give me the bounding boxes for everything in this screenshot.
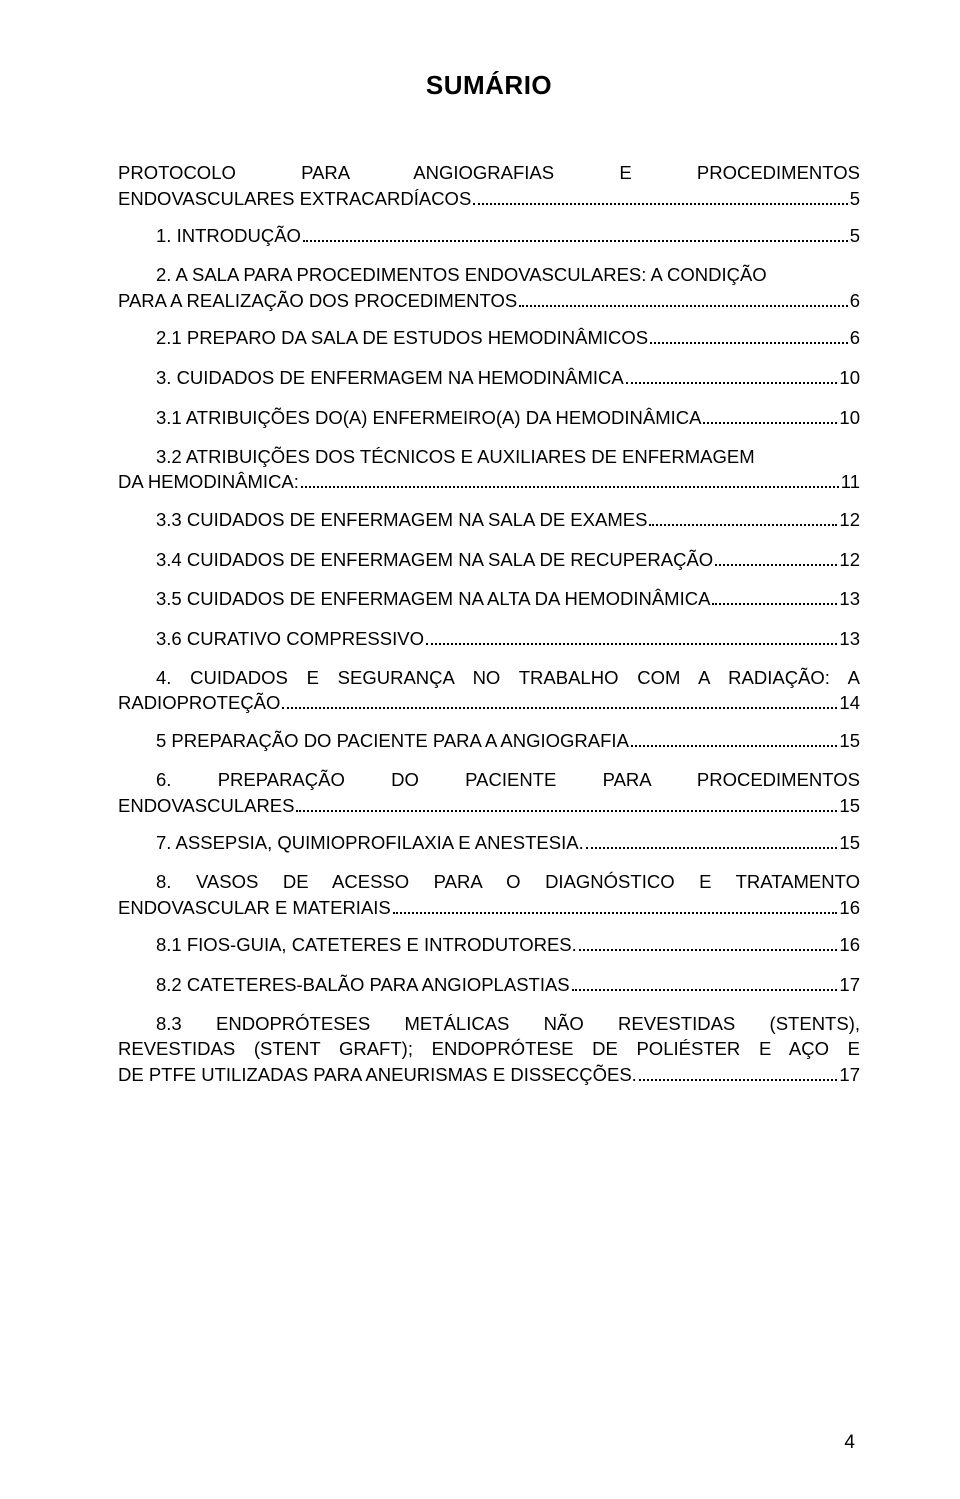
toc-entry: 3.3 CUIDADOS DE ENFERMAGEM NA SALA DE EX… [118,507,860,533]
toc-entry: 8. VASOS DE ACESSO PARA O DIAGNÓSTICO E … [118,870,860,919]
toc-entry: 7. ASSEPSIA, QUIMIOPROFILAXIA E ANESTESI… [118,831,860,857]
toc-label: 8.1 FIOS-GUIA, CATETERES E INTRODUTORES. [156,933,577,958]
toc-entry: 6. PREPARAÇÃO DO PACIENTE PARA PROCEDIME… [118,768,860,817]
toc-entry: 3.2 ATRIBUIÇÕES DOS TÉCNICOS E AUXILIARE… [118,445,860,494]
toc-page-number: 17 [839,1064,860,1086]
toc-label-line: PROTOCOLO PARA ANGIOGRAFIAS E PROCEDIMEN… [118,161,860,186]
toc-page-number: 15 [839,729,860,754]
toc-page-number: 17 [839,973,860,998]
toc-last-line: ENDOVASCULARES 15 [118,793,860,817]
toc-page-number: 12 [839,548,860,573]
toc-label: RADIOPROTEÇÃO [118,692,280,714]
toc-label: 3.3 CUIDADOS DE ENFERMAGEM NA SALA DE EX… [156,508,647,533]
toc-label: ENDOVASCULAR E MATERIAIS [118,897,391,919]
toc-page-number: 16 [839,933,860,958]
toc-page-number: 15 [839,795,860,817]
toc-page-number: 6 [850,290,860,312]
toc-label: 2.1 PREPARO DA SALA DE ESTUDOS HEMODINÂM… [156,326,648,351]
toc-label: ENDOVASCULARES [118,795,294,817]
toc-entry: 1. INTRODUÇÃO 5 [118,224,860,250]
toc-label: PARA A REALIZAÇÃO DOS PROCEDIMENTOS [118,290,517,312]
toc-page-number: 10 [839,406,860,431]
toc-label: 3.6 CURATIVO COMPRESSIVO [156,627,424,652]
toc-entry: 3.6 CURATIVO COMPRESSIVO 13 [118,626,860,652]
toc-label: DE PTFE UTILIZADAS PARA ANEURISMAS E DIS… [118,1064,637,1086]
toc-page-number: 14 [839,692,860,714]
toc-page-number: 13 [839,587,860,612]
toc-label: 3.5 CUIDADOS DE ENFERMAGEM NA ALTA DA HE… [156,587,710,612]
toc-leader [301,470,839,489]
toc-page-number: 12 [839,508,860,533]
toc-label-line: REVESTIDAS (STENT GRAFT); ENDOPRÓTESE DE… [118,1037,860,1062]
toc-label-line: 2. A SALA PARA PROCEDIMENTOS ENDOVASCULA… [118,263,860,288]
toc-leader [712,586,837,605]
toc-leader [649,507,837,526]
toc-entry: 2. A SALA PARA PROCEDIMENTOS ENDOVASCULA… [118,263,860,312]
toc-page-number: 5 [850,188,860,210]
toc-last-line: ENDOVASCULARES EXTRACARDÍACOS 5 [118,186,860,210]
toc-entry: 3.1 ATRIBUIÇÕES DO(A) ENFERMEIRO(A) DA H… [118,405,860,431]
toc-label: 8.2 CATETERES-BALÃO PARA ANGIOPLASTIAS [156,973,570,998]
toc-page-number: 15 [839,831,860,856]
toc-entry: 3. CUIDADOS DE ENFERMAGEM NA HEMODINÂMIC… [118,365,860,391]
toc-leader [586,831,838,850]
toc-leader [303,224,848,243]
toc-entry: PROTOCOLO PARA ANGIOGRAFIAS E PROCEDIMEN… [118,161,860,210]
toc-page-number: 6 [850,326,860,351]
page-title: SUMÁRIO [118,70,860,101]
toc-label: 3.1 ATRIBUIÇÕES DO(A) ENFERMEIRO(A) DA H… [156,406,701,431]
toc-label: ENDOVASCULARES EXTRACARDÍACOS [118,188,471,210]
toc-leader [282,691,837,710]
toc-leader [296,793,837,812]
footer-page-number: 4 [844,1432,855,1454]
toc-label: 3.4 CUIDADOS DE ENFERMAGEM NA SALA DE RE… [156,548,713,573]
toc-leader [579,933,838,952]
toc-last-line: DE PTFE UTILIZADAS PARA ANEURISMAS E DIS… [118,1062,860,1086]
toc-leader [631,728,838,747]
toc-label-line: 8. VASOS DE ACESSO PARA O DIAGNÓSTICO E … [118,870,860,895]
toc-last-line: PARA A REALIZAÇÃO DOS PROCEDIMENTOS 6 [118,288,860,312]
toc-label-line: 8.3 ENDOPRÓTESES METÁLICAS NÃO REVESTIDA… [118,1012,860,1037]
toc-entry: 4. CUIDADOS E SEGURANÇA NO TRABALHO COM … [118,666,860,715]
toc-page-number: 11 [841,471,860,493]
toc-leader [572,972,838,991]
toc-leader [639,1062,838,1081]
toc-last-line: ENDOVASCULAR E MATERIAIS 16 [118,895,860,919]
toc-leader [703,405,837,424]
toc-page-number: 5 [850,224,860,249]
toc-leader [626,365,838,384]
toc-entry: 3.4 CUIDADOS DE ENFERMAGEM NA SALA DE RE… [118,547,860,573]
toc-label-line: 4. CUIDADOS E SEGURANÇA NO TRABALHO COM … [118,666,860,691]
toc-leader [393,895,838,914]
document-page: SUMÁRIO PROTOCOLO PARA ANGIOGRAFIAS E PR… [0,0,960,1499]
toc-leader [715,547,837,566]
toc-page-number: 10 [839,366,860,391]
toc-entry: 5 PREPARAÇÃO DO PACIENTE PARA A ANGIOGRA… [118,728,860,754]
toc-last-line: RADIOPROTEÇÃO 14 [118,691,860,715]
table-of-contents: PROTOCOLO PARA ANGIOGRAFIAS E PROCEDIMEN… [118,161,860,1086]
toc-label-line: 6. PREPARAÇÃO DO PACIENTE PARA PROCEDIME… [118,768,860,793]
toc-leader [426,626,837,645]
toc-last-line: DA HEMODINÂMICA: 11 [118,470,860,494]
toc-entry: 3.5 CUIDADOS DE ENFERMAGEM NA ALTA DA HE… [118,586,860,612]
toc-entry: 8.3 ENDOPRÓTESES METÁLICAS NÃO REVESTIDA… [118,1012,860,1086]
toc-label: 5 PREPARAÇÃO DO PACIENTE PARA A ANGIOGRA… [156,729,629,754]
toc-page-number: 13 [839,627,860,652]
toc-entry: 8.1 FIOS-GUIA, CATETERES E INTRODUTORES.… [118,933,860,959]
toc-label-line: 3.2 ATRIBUIÇÕES DOS TÉCNICOS E AUXILIARE… [118,445,860,470]
toc-leader [473,186,847,205]
toc-entry: 2.1 PREPARO DA SALA DE ESTUDOS HEMODINÂM… [118,326,860,352]
toc-label: DA HEMODINÂMICA: [118,471,299,493]
toc-page-number: 16 [839,897,860,919]
toc-label: 7. ASSEPSIA, QUIMIOPROFILAXIA E ANESTESI… [156,831,584,856]
toc-leader [519,288,847,307]
toc-leader [650,326,848,345]
toc-label: 1. INTRODUÇÃO [156,224,301,249]
toc-label: 3. CUIDADOS DE ENFERMAGEM NA HEMODINÂMIC… [156,366,624,391]
toc-entry: 8.2 CATETERES-BALÃO PARA ANGIOPLASTIAS 17 [118,972,860,998]
